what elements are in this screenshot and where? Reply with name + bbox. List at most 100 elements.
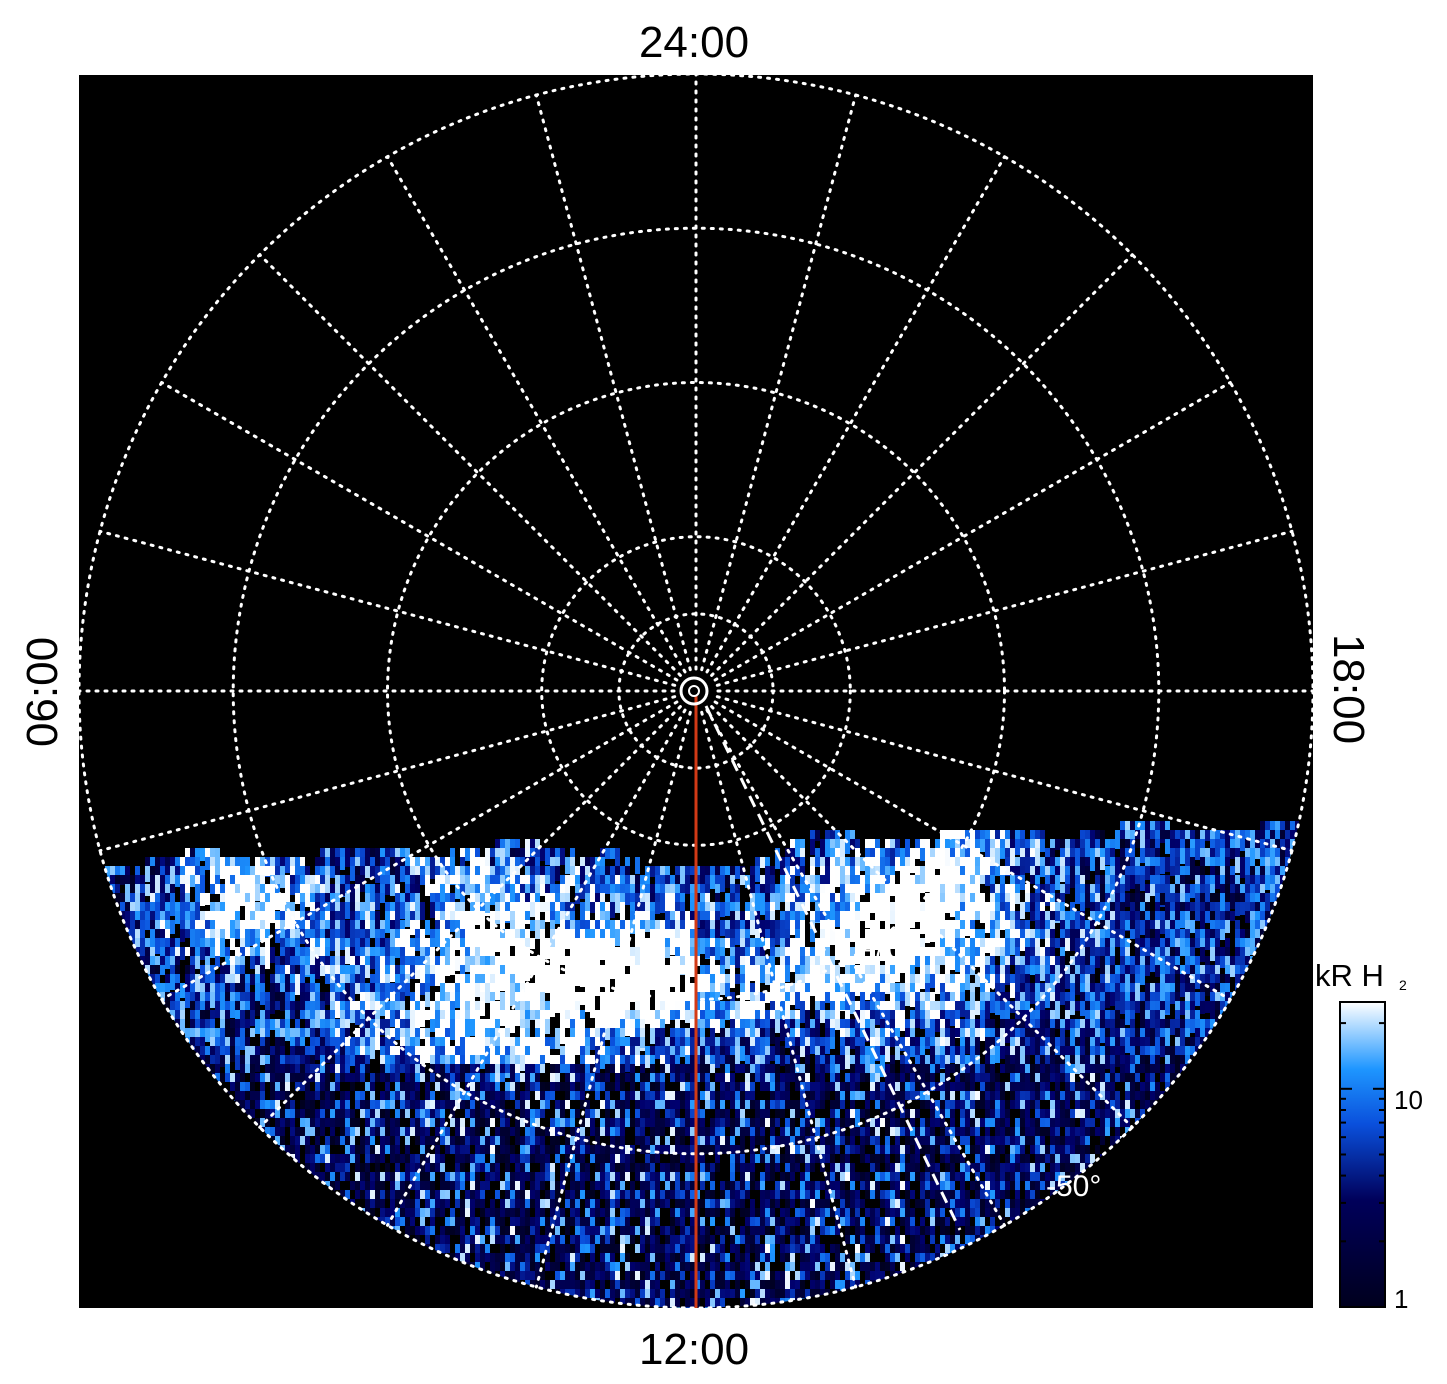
emission-cell <box>995 839 1000 848</box>
emission-cell <box>210 992 215 1008</box>
emission-cell <box>295 1055 300 1070</box>
emission-cell <box>770 1019 775 1031</box>
emission-cell <box>715 1037 720 1047</box>
emission-cell <box>770 1028 775 1044</box>
emission-cell <box>340 1028 345 1051</box>
emission-cell <box>500 1037 505 1055</box>
emission-cell <box>745 1028 750 1040</box>
emission-cell <box>510 848 515 864</box>
emission-cell <box>235 1046 240 1063</box>
emission-cell <box>600 1055 605 1069</box>
emission-cell <box>1000 992 1005 1006</box>
emission-cell <box>1110 848 1115 864</box>
emission-cell <box>1130 839 1135 855</box>
emission-cell <box>525 992 530 1001</box>
emission-cell <box>430 893 435 905</box>
emission-cell <box>820 902 825 918</box>
emission-cell <box>1150 866 1155 879</box>
emission-cell <box>1225 920 1230 933</box>
emission-cell <box>415 884 420 896</box>
emission-cell <box>920 956 925 978</box>
emission-cell <box>380 1019 385 1035</box>
emission-cell <box>145 911 150 928</box>
emission-cell <box>300 992 305 1013</box>
emission-cell <box>305 947 310 963</box>
emission-cell <box>210 974 215 988</box>
emission-cell <box>730 974 735 988</box>
emission-cell <box>295 1028 300 1038</box>
emission-cell <box>445 947 450 968</box>
emission-cell <box>300 920 305 930</box>
emission-cell <box>235 1055 240 1070</box>
emission-cell <box>190 875 195 887</box>
emission-cell <box>320 956 325 967</box>
emission-cell <box>1280 866 1285 882</box>
emission-cell <box>925 1010 930 1025</box>
emission-cell <box>735 893 740 906</box>
emission-cell <box>1120 857 1125 867</box>
emission-cell <box>1170 983 1175 998</box>
emission-cell <box>700 902 705 912</box>
emission-cell <box>505 1046 510 1063</box>
emission-cell <box>390 992 395 1004</box>
emission-cell <box>735 974 740 984</box>
emission-cell <box>1110 1037 1115 1049</box>
emission-cell <box>730 992 735 1004</box>
emission-cell <box>1140 1055 1145 1070</box>
emission-cell <box>1040 911 1045 926</box>
emission-cell <box>1050 920 1055 934</box>
emission-cell <box>230 992 235 1005</box>
emission-cell <box>530 1037 535 1048</box>
emission-cell <box>455 875 460 889</box>
emission-cell <box>200 893 205 906</box>
emission-cell <box>1220 911 1225 921</box>
emission-cell <box>580 947 585 963</box>
emission-cell <box>515 1046 520 1062</box>
emission-cell <box>1110 992 1115 1006</box>
emission-cell <box>190 974 195 985</box>
emission-cell <box>505 884 510 898</box>
emission-cell <box>960 938 965 954</box>
emission-cell <box>670 1001 675 1017</box>
emission-cell <box>370 920 375 938</box>
emission-cell <box>855 1064 860 1073</box>
emission-cell <box>320 938 325 959</box>
emission-cell <box>460 929 465 946</box>
emission-cell <box>395 1001 400 1018</box>
emission-cell <box>1035 1064 1040 1073</box>
emission-cell <box>685 866 690 883</box>
emission-cell <box>775 947 780 957</box>
emission-cell <box>655 875 660 885</box>
emission-cell <box>1030 866 1035 880</box>
emission-cell <box>910 965 915 982</box>
emission-cell <box>720 920 725 936</box>
emission-cell <box>885 875 890 891</box>
emission-cell <box>655 992 660 1007</box>
emission-cell <box>325 956 330 970</box>
emission-cell <box>550 974 555 986</box>
emission-cell <box>905 893 910 913</box>
emission-cell <box>825 938 830 953</box>
emission-cell <box>1125 1001 1130 1015</box>
emission-cell <box>530 902 535 917</box>
emission-cell <box>845 1001 850 1016</box>
emission-cell <box>650 965 655 974</box>
emission-cell <box>970 929 975 942</box>
emission-cell <box>1115 1046 1120 1056</box>
emission-cell <box>355 857 360 870</box>
emission-cell <box>995 929 1000 945</box>
emission-cell <box>165 902 170 912</box>
emission-cell <box>375 965 380 986</box>
emission-cell <box>390 1055 395 1068</box>
emission-cell <box>465 848 470 861</box>
emission-cell <box>255 920 260 936</box>
emission-cell <box>525 1064 530 1073</box>
emission-cell <box>445 875 450 886</box>
emission-cell <box>830 983 835 998</box>
emission-cell <box>1080 920 1085 932</box>
emission-cell <box>1035 956 1040 973</box>
emission-cell <box>350 920 355 939</box>
emission-cell <box>395 1055 400 1069</box>
emission-cell <box>250 875 255 897</box>
emission-cell <box>160 992 165 1002</box>
